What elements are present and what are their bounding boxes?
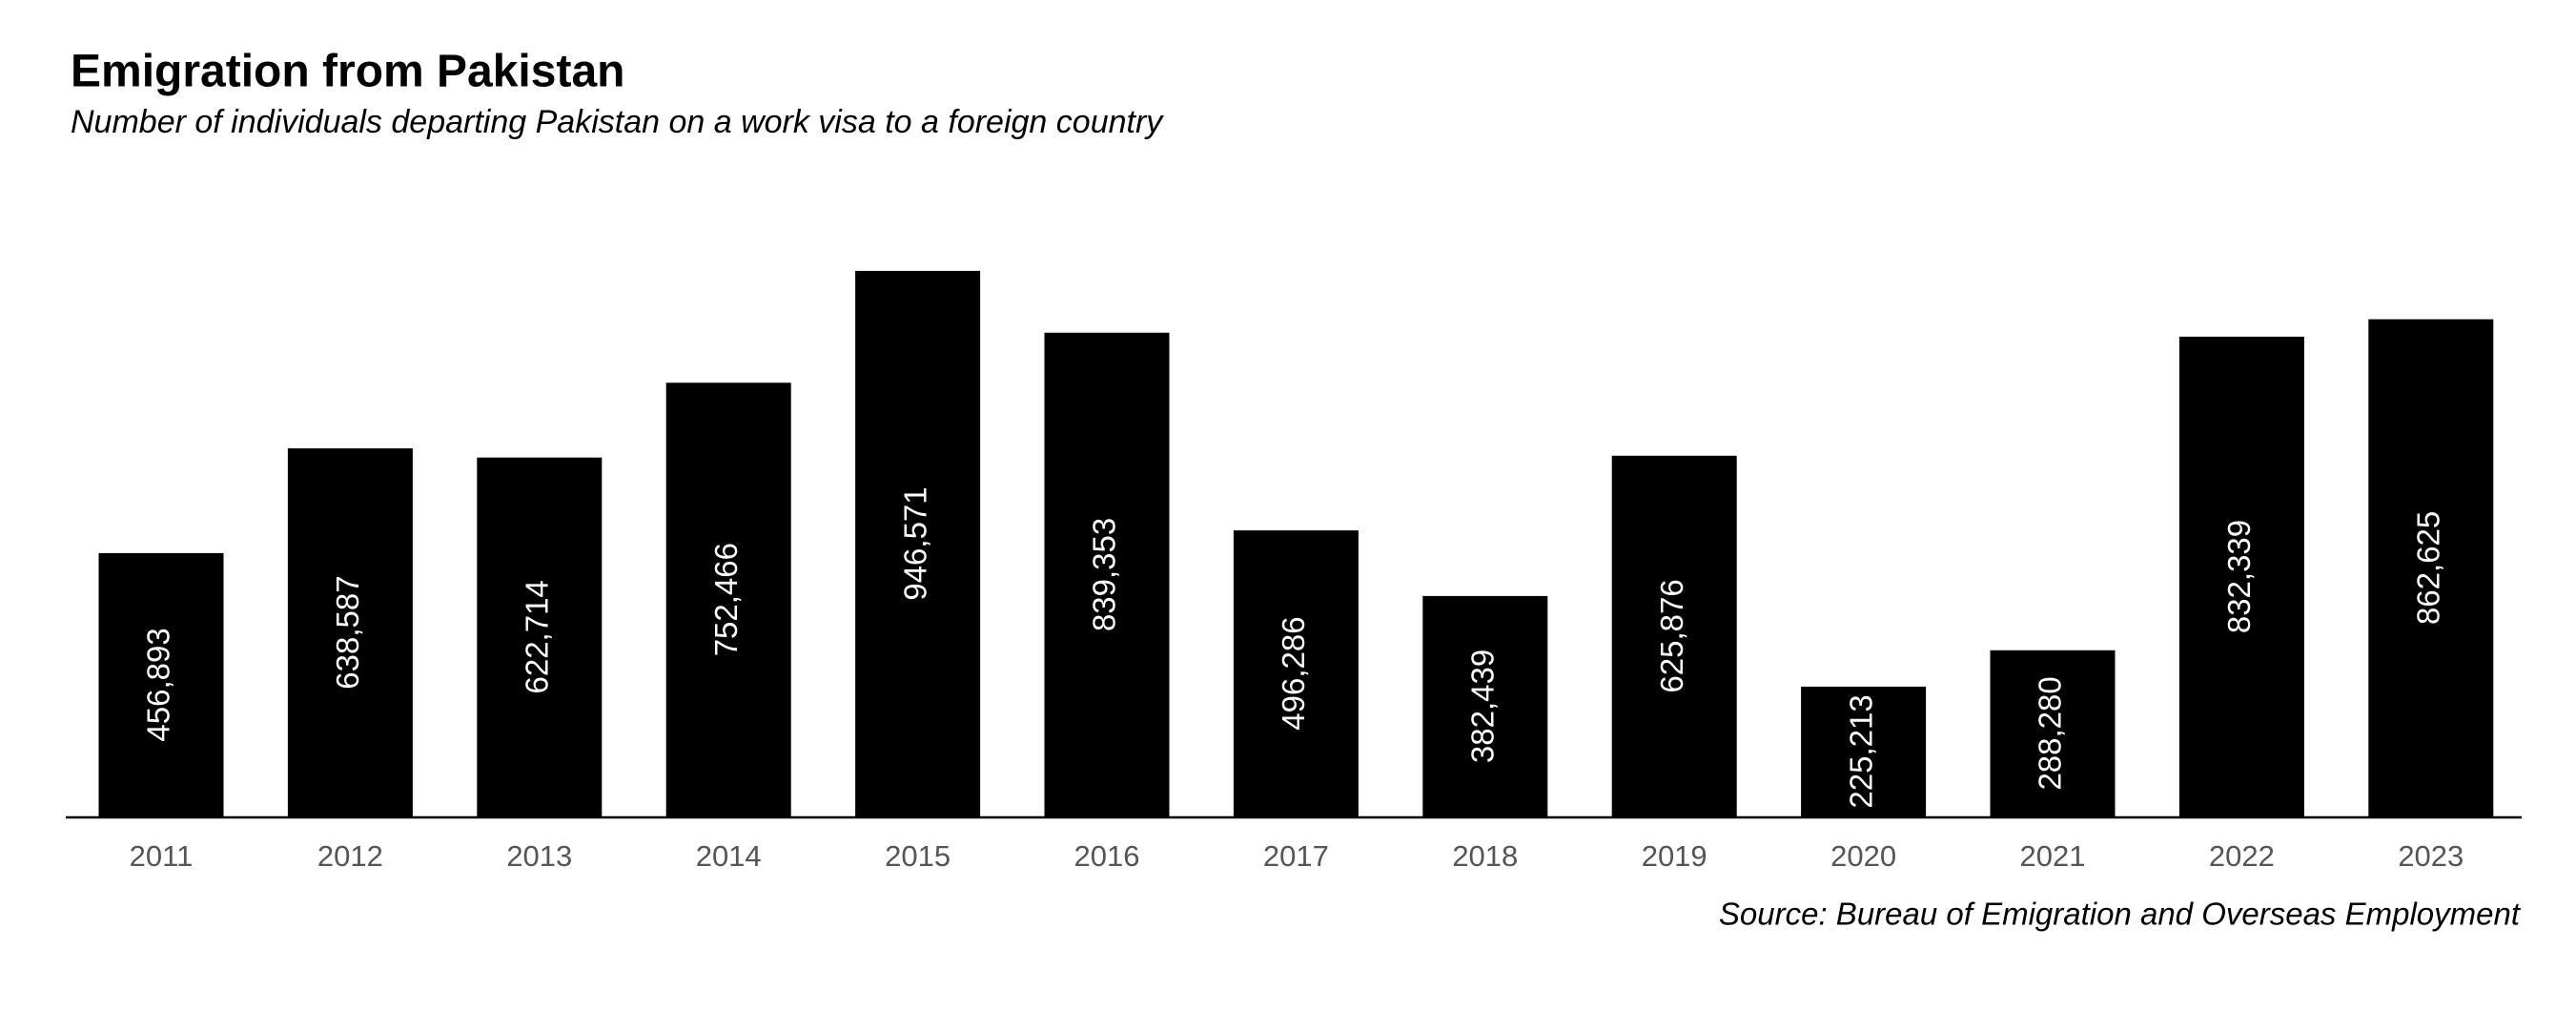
bar	[287, 448, 413, 816]
x-tick-label: 2015	[885, 839, 951, 873]
source-note: Source: Bureau of Emigration and Oversea…	[1719, 897, 2522, 932]
x-tick-label: 2016	[1074, 839, 1140, 873]
bar	[98, 552, 224, 816]
value-label: 496,286	[1276, 616, 1311, 730]
value-label: 225,213	[1843, 694, 1878, 808]
value-label: 288,280	[2033, 676, 2068, 790]
value-label: 382,439	[1465, 650, 1501, 763]
bar	[1611, 455, 1737, 816]
bar	[2368, 319, 2494, 816]
chart-subtitle: Number of individuals departing Pakistan…	[71, 104, 1164, 140]
value-label: 839,353	[1087, 518, 1122, 631]
bar	[2178, 337, 2304, 816]
x-tick-label: 2022	[2209, 839, 2275, 873]
value-label: 622,714	[520, 580, 555, 693]
bar	[1044, 332, 1170, 816]
x-tick-label: 2014	[696, 839, 762, 873]
bar	[1233, 530, 1359, 816]
value-label: 832,339	[2221, 520, 2257, 633]
bar	[855, 271, 981, 816]
x-tick-label: 2011	[130, 839, 194, 873]
x-tick-label: 2020	[1830, 839, 1896, 873]
x-tick-label: 2012	[317, 839, 383, 873]
x-tick-label: 2018	[1452, 839, 1518, 873]
x-tick-label: 2013	[506, 839, 572, 873]
chart-title: Emigration from Pakistan	[71, 47, 624, 97]
value-label: 862,625	[2411, 511, 2446, 625]
value-label: 752,466	[708, 543, 744, 656]
bar	[1422, 595, 1548, 816]
bar	[1990, 650, 2116, 816]
value-label: 456,893	[141, 628, 176, 741]
bar	[1801, 686, 1927, 816]
value-label: 625,876	[1654, 579, 1689, 692]
x-tick-label: 2023	[2398, 839, 2464, 873]
x-tick-label: 2019	[1642, 839, 1707, 873]
bar	[665, 382, 791, 816]
value-label: 946,571	[897, 486, 932, 600]
bar	[477, 457, 603, 816]
x-tick-label: 2021	[2020, 839, 2086, 873]
x-tick-label: 2017	[1263, 839, 1329, 873]
value-label: 638,587	[330, 575, 365, 689]
